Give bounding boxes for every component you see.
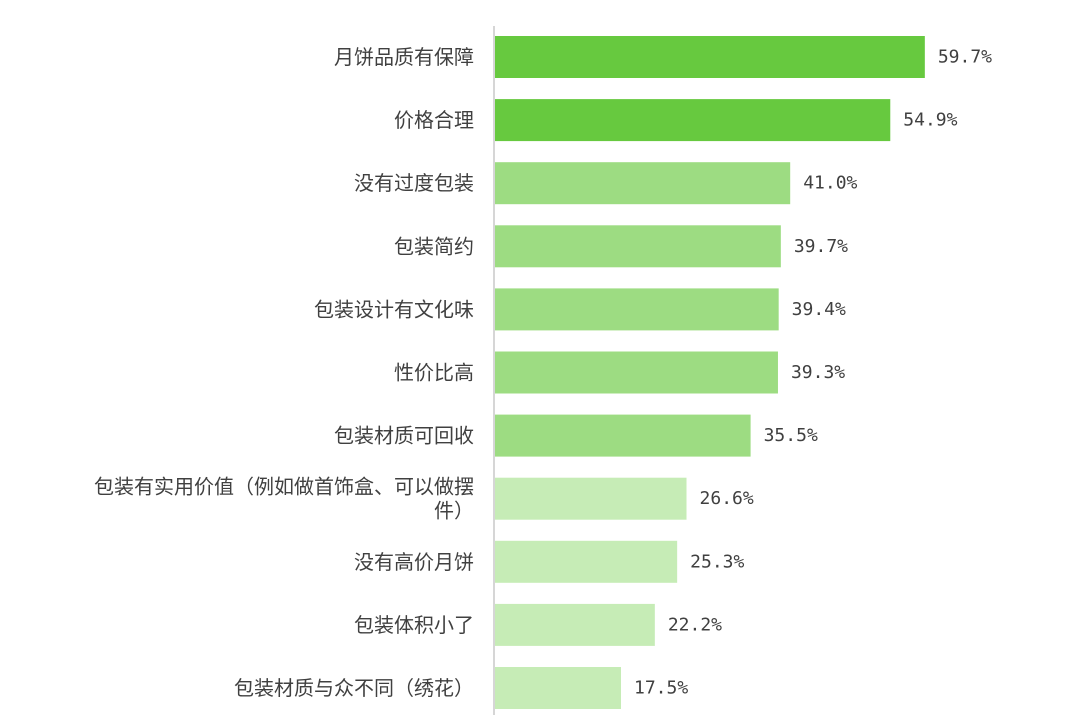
- value-label-1: 54.9%: [903, 110, 957, 131]
- bar-2: [495, 162, 791, 205]
- bar-0: [495, 36, 925, 78]
- value-label-6: 35.5%: [764, 425, 818, 446]
- bars-group: [495, 36, 925, 709]
- category-labels-group: 月饼品质有保障价格合理没有过度包装包装简约包装设计有文化味性价比高包装材质可回收…: [94, 45, 474, 700]
- value-label-10: 17.5%: [634, 678, 688, 699]
- category-label-10: 包装材质与众不同（绣花）: [234, 676, 474, 700]
- value-label-4: 39.4%: [792, 299, 846, 320]
- value-label-0: 59.7%: [938, 47, 992, 68]
- value-label-9: 22.2%: [668, 614, 722, 635]
- bar-5: [495, 351, 778, 394]
- bar-10: [495, 667, 621, 709]
- category-label-1: 价格合理: [394, 108, 474, 132]
- bar-1: [495, 99, 891, 142]
- category-label-7-line-1: 件）: [434, 499, 474, 523]
- category-label-4: 包装设计有文化味: [314, 297, 474, 321]
- category-label-8: 没有高价月饼: [354, 550, 474, 574]
- category-label-7-line-0: 包装有实用价值（例如做首饰盒、可以做摆: [94, 475, 474, 499]
- category-label-0: 月饼品质有保障: [334, 45, 474, 69]
- bar-9: [495, 603, 655, 646]
- category-label-5: 性价比高: [394, 361, 474, 385]
- category-label-6: 包装材质可回收: [334, 424, 474, 448]
- value-label-5: 39.3%: [791, 362, 845, 383]
- value-label-3: 39.7%: [794, 236, 848, 257]
- value-label-7: 26.6%: [700, 488, 754, 509]
- category-label-3: 包装简约: [394, 234, 474, 258]
- bar-8: [495, 540, 678, 583]
- bar-7: [495, 477, 687, 520]
- category-label-2: 没有过度包装: [354, 171, 474, 195]
- bar-3: [495, 225, 781, 268]
- category-label-9: 包装体积小了: [354, 613, 474, 637]
- value-label-8: 25.3%: [690, 551, 744, 572]
- value-labels-group: 59.7% 54.9% 41.0% 39.7% 39.4% 39.3% 35.5% 26.6%…: [634, 47, 992, 699]
- value-label-2: 41.0%: [803, 173, 857, 194]
- bar-6: [495, 414, 751, 457]
- bar-4: [495, 288, 779, 331]
